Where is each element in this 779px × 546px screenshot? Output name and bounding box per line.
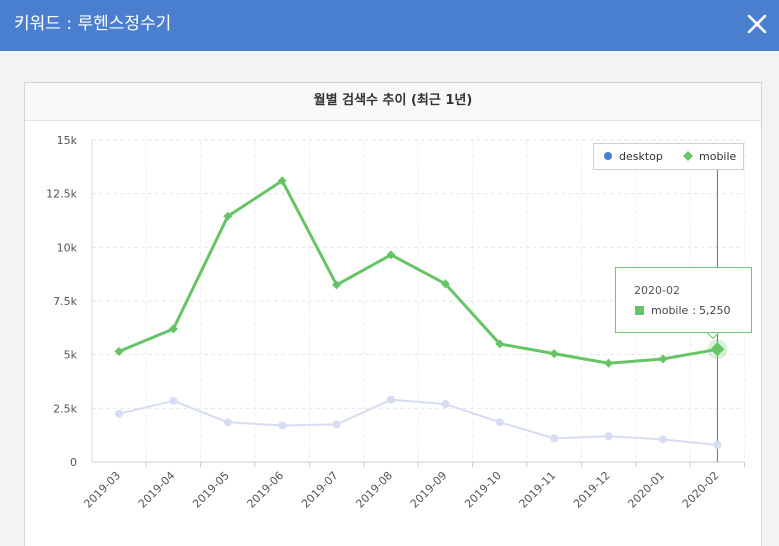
x-tick-label: 2020-02	[680, 469, 722, 511]
x-tick-label: 2020-01	[625, 469, 667, 511]
tooltip-value: 5,250	[699, 304, 731, 317]
legend-label-mobile: mobile	[699, 150, 737, 163]
data-point-desktop	[495, 418, 504, 427]
data-point-mobile	[114, 346, 124, 356]
tooltip: 2020-02 mobile:5,250	[615, 267, 752, 333]
tooltip-date: 2020-02	[634, 284, 680, 297]
x-tick-label: 2019-10	[462, 469, 504, 511]
data-point-desktop	[550, 434, 559, 443]
data-point-mobile	[223, 211, 233, 221]
chart-legend: desktop mobile	[593, 143, 744, 170]
data-point-desktop	[713, 440, 722, 449]
panel-header: 월별 검색수 추이 (최근 1년)	[25, 83, 761, 121]
x-axis-ticks: 2019-03 2019-04 2019-05 2019-06 2019-07 2019-…	[81, 462, 746, 511]
x-tick-label: 2019-07	[299, 469, 341, 511]
y-tick-label: 0	[70, 456, 77, 469]
x-tick-label: 2019-03	[81, 469, 123, 511]
y-tick-label: 5k	[64, 349, 78, 362]
tooltip-series: mobile	[651, 304, 689, 317]
legend-item-desktop[interactable]: desktop	[603, 150, 663, 163]
x-tick-label: 2019-05	[190, 469, 232, 511]
close-button[interactable]	[743, 10, 771, 38]
data-point-desktop	[223, 418, 232, 427]
chart-title: 월별 검색수 추이 (최근 1년)	[313, 93, 473, 108]
data-point-desktop	[441, 400, 450, 409]
legend-label-desktop: desktop	[619, 150, 663, 163]
series-line-mobile	[118, 179, 718, 365]
keyword-title: 키워드 : 루헨스정수기	[14, 14, 172, 34]
data-point-mobile	[332, 280, 342, 290]
data-point-mobile	[440, 279, 450, 289]
legend-item-mobile[interactable]: mobile	[683, 150, 736, 163]
data-point-mobile	[495, 339, 505, 349]
x-tick-label: 2019-12	[571, 469, 613, 511]
series-layer	[114, 176, 728, 449]
diamond-marker-icon	[683, 151, 693, 161]
data-point-mobile	[168, 324, 178, 334]
data-point-desktop	[115, 409, 123, 418]
x-tick-label: 2019-06	[245, 469, 287, 511]
data-point-desktop	[169, 396, 178, 405]
y-tick-label: 2.5k	[53, 402, 77, 415]
series-line-desktop	[118, 398, 718, 446]
dialog-header: 키워드 : 루헨스정수기	[0, 0, 779, 51]
data-point-desktop	[332, 420, 341, 429]
data-point-desktop	[604, 432, 613, 441]
data-point-mobile	[710, 342, 725, 357]
data-point-mobile	[658, 354, 668, 364]
x-tick-label: 2019-11	[517, 469, 559, 511]
y-tick-label: 15k	[57, 134, 78, 147]
data-point-desktop	[659, 435, 667, 444]
data-point-mobile	[549, 349, 559, 359]
x-tick-label: 2019-04	[136, 469, 178, 511]
data-point-mobile	[386, 250, 396, 260]
data-point-mobile	[277, 176, 287, 186]
y-axis-ticks: 0 2.5k 5k 7.5k 10k 12.5k 15k	[46, 134, 77, 469]
tooltip-row: mobile:5,250	[635, 304, 731, 317]
close-icon	[747, 14, 767, 34]
x-tick-label: 2019-09	[408, 469, 450, 511]
y-tick-label: 10k	[57, 241, 78, 254]
y-tick-label: 7.5k	[53, 295, 77, 308]
data-point-mobile	[604, 358, 614, 368]
tooltip-swatch	[635, 306, 644, 315]
circle-marker-icon	[604, 152, 612, 160]
tooltip-separator: :	[692, 304, 697, 317]
y-tick-label: 12.5k	[46, 188, 77, 201]
x-tick-label: 2019-08	[353, 469, 395, 511]
data-point-desktop	[387, 395, 395, 404]
data-point-desktop	[278, 421, 287, 430]
